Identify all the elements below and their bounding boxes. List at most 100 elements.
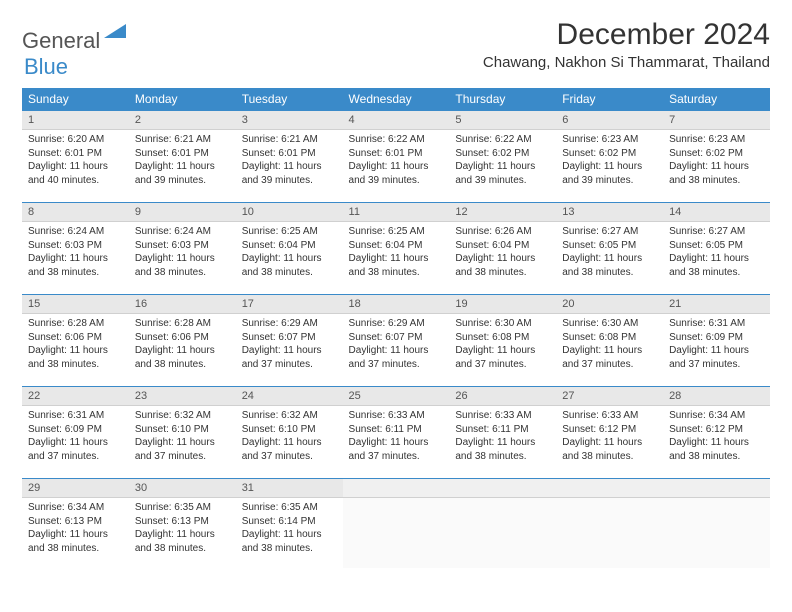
- sunrise-line: Sunrise: 6:27 AM: [562, 225, 657, 239]
- sunrise-line: Sunrise: 6:34 AM: [669, 409, 764, 423]
- daylight-line: Daylight: 11 hours and 37 minutes.: [242, 344, 337, 371]
- sunrise-line: Sunrise: 6:30 AM: [455, 317, 550, 331]
- day-body-empty: [343, 498, 450, 568]
- day-number: 3: [236, 111, 343, 130]
- calendar-day-cell: 9Sunrise: 6:24 AMSunset: 6:03 PMDaylight…: [129, 203, 236, 295]
- day-number: 16: [129, 295, 236, 314]
- daylight-line: Daylight: 11 hours and 37 minutes.: [349, 344, 444, 371]
- day-body: Sunrise: 6:35 AMSunset: 6:13 PMDaylight:…: [129, 498, 236, 561]
- daylight-line: Daylight: 11 hours and 38 minutes.: [669, 160, 764, 187]
- calendar-day-cell: 22Sunrise: 6:31 AMSunset: 6:09 PMDayligh…: [22, 387, 129, 479]
- day-body: Sunrise: 6:33 AMSunset: 6:11 PMDaylight:…: [449, 406, 556, 469]
- logo-text-1: General: [22, 28, 100, 53]
- day-number: 15: [22, 295, 129, 314]
- day-body: Sunrise: 6:28 AMSunset: 6:06 PMDaylight:…: [22, 314, 129, 377]
- calendar-day-cell: [343, 479, 450, 571]
- calendar-day-cell: 15Sunrise: 6:28 AMSunset: 6:06 PMDayligh…: [22, 295, 129, 387]
- sunset-line: Sunset: 6:04 PM: [455, 239, 550, 253]
- day-body: Sunrise: 6:34 AMSunset: 6:13 PMDaylight:…: [22, 498, 129, 561]
- sunrise-line: Sunrise: 6:30 AM: [562, 317, 657, 331]
- sunset-line: Sunset: 6:01 PM: [135, 147, 230, 161]
- sunset-line: Sunset: 6:13 PM: [28, 515, 123, 529]
- calendar-table: SundayMondayTuesdayWednesdayThursdayFrid…: [22, 88, 770, 571]
- sunrise-line: Sunrise: 6:26 AM: [455, 225, 550, 239]
- calendar-day-cell: 1Sunrise: 6:20 AMSunset: 6:01 PMDaylight…: [22, 111, 129, 203]
- calendar-day-cell: 20Sunrise: 6:30 AMSunset: 6:08 PMDayligh…: [556, 295, 663, 387]
- day-body: Sunrise: 6:29 AMSunset: 6:07 PMDaylight:…: [343, 314, 450, 377]
- logo-text-2: Blue: [24, 54, 68, 79]
- sunset-line: Sunset: 6:02 PM: [669, 147, 764, 161]
- sunrise-line: Sunrise: 6:22 AM: [349, 133, 444, 147]
- location-text: Chawang, Nakhon Si Thammarat, Thailand: [483, 54, 770, 71]
- calendar-day-cell: 19Sunrise: 6:30 AMSunset: 6:08 PMDayligh…: [449, 295, 556, 387]
- calendar-day-cell: [556, 479, 663, 571]
- calendar-day-cell: 31Sunrise: 6:35 AMSunset: 6:14 PMDayligh…: [236, 479, 343, 571]
- sunset-line: Sunset: 6:04 PM: [349, 239, 444, 253]
- sunrise-line: Sunrise: 6:22 AM: [455, 133, 550, 147]
- day-body: Sunrise: 6:27 AMSunset: 6:05 PMDaylight:…: [663, 222, 770, 285]
- sunset-line: Sunset: 6:02 PM: [455, 147, 550, 161]
- sunrise-line: Sunrise: 6:25 AM: [242, 225, 337, 239]
- sunset-line: Sunset: 6:09 PM: [28, 423, 123, 437]
- sunset-line: Sunset: 6:04 PM: [242, 239, 337, 253]
- day-number: 30: [129, 479, 236, 498]
- day-body: Sunrise: 6:29 AMSunset: 6:07 PMDaylight:…: [236, 314, 343, 377]
- day-number: 28: [663, 387, 770, 406]
- day-body: Sunrise: 6:34 AMSunset: 6:12 PMDaylight:…: [663, 406, 770, 469]
- sunset-line: Sunset: 6:07 PM: [242, 331, 337, 345]
- day-number: 21: [663, 295, 770, 314]
- daylight-line: Daylight: 11 hours and 38 minutes.: [242, 252, 337, 279]
- sunset-line: Sunset: 6:01 PM: [28, 147, 123, 161]
- sunrise-line: Sunrise: 6:27 AM: [669, 225, 764, 239]
- day-body: Sunrise: 6:25 AMSunset: 6:04 PMDaylight:…: [343, 222, 450, 285]
- daylight-line: Daylight: 11 hours and 38 minutes.: [135, 528, 230, 555]
- sunset-line: Sunset: 6:01 PM: [242, 147, 337, 161]
- daylight-line: Daylight: 11 hours and 38 minutes.: [28, 344, 123, 371]
- month-title: December 2024: [483, 18, 770, 52]
- daylight-line: Daylight: 11 hours and 39 minutes.: [455, 160, 550, 187]
- daylight-line: Daylight: 11 hours and 37 minutes.: [242, 436, 337, 463]
- sunrise-line: Sunrise: 6:31 AM: [28, 409, 123, 423]
- calendar-day-cell: 25Sunrise: 6:33 AMSunset: 6:11 PMDayligh…: [343, 387, 450, 479]
- daylight-line: Daylight: 11 hours and 37 minutes.: [562, 344, 657, 371]
- day-number: 11: [343, 203, 450, 222]
- daylight-line: Daylight: 11 hours and 37 minutes.: [455, 344, 550, 371]
- day-body: Sunrise: 6:22 AMSunset: 6:01 PMDaylight:…: [343, 130, 450, 193]
- sunset-line: Sunset: 6:06 PM: [28, 331, 123, 345]
- calendar-day-cell: [663, 479, 770, 571]
- day-body-empty: [556, 498, 663, 568]
- sunrise-line: Sunrise: 6:28 AM: [135, 317, 230, 331]
- daylight-line: Daylight: 11 hours and 37 minutes.: [28, 436, 123, 463]
- calendar-day-cell: 24Sunrise: 6:32 AMSunset: 6:10 PMDayligh…: [236, 387, 343, 479]
- day-body: Sunrise: 6:20 AMSunset: 6:01 PMDaylight:…: [22, 130, 129, 193]
- calendar-day-cell: 13Sunrise: 6:27 AMSunset: 6:05 PMDayligh…: [556, 203, 663, 295]
- daylight-line: Daylight: 11 hours and 38 minutes.: [28, 528, 123, 555]
- day-number: 24: [236, 387, 343, 406]
- day-number-empty: [556, 479, 663, 498]
- day-body: Sunrise: 6:26 AMSunset: 6:04 PMDaylight:…: [449, 222, 556, 285]
- daylight-line: Daylight: 11 hours and 39 minutes.: [562, 160, 657, 187]
- calendar-week-row: 29Sunrise: 6:34 AMSunset: 6:13 PMDayligh…: [22, 479, 770, 571]
- sunrise-line: Sunrise: 6:34 AM: [28, 501, 123, 515]
- calendar-day-cell: 30Sunrise: 6:35 AMSunset: 6:13 PMDayligh…: [129, 479, 236, 571]
- day-body: Sunrise: 6:31 AMSunset: 6:09 PMDaylight:…: [663, 314, 770, 377]
- sunrise-line: Sunrise: 6:23 AM: [562, 133, 657, 147]
- sunrise-line: Sunrise: 6:29 AM: [242, 317, 337, 331]
- daylight-line: Daylight: 11 hours and 38 minutes.: [135, 252, 230, 279]
- sunset-line: Sunset: 6:02 PM: [562, 147, 657, 161]
- day-body: Sunrise: 6:24 AMSunset: 6:03 PMDaylight:…: [22, 222, 129, 285]
- day-number: 12: [449, 203, 556, 222]
- calendar-day-cell: 18Sunrise: 6:29 AMSunset: 6:07 PMDayligh…: [343, 295, 450, 387]
- daylight-line: Daylight: 11 hours and 38 minutes.: [135, 344, 230, 371]
- daylight-line: Daylight: 11 hours and 38 minutes.: [349, 252, 444, 279]
- sunset-line: Sunset: 6:10 PM: [242, 423, 337, 437]
- day-body: Sunrise: 6:32 AMSunset: 6:10 PMDaylight:…: [236, 406, 343, 469]
- calendar-day-cell: 14Sunrise: 6:27 AMSunset: 6:05 PMDayligh…: [663, 203, 770, 295]
- day-body: Sunrise: 6:24 AMSunset: 6:03 PMDaylight:…: [129, 222, 236, 285]
- day-number: 13: [556, 203, 663, 222]
- daylight-line: Daylight: 11 hours and 38 minutes.: [669, 252, 764, 279]
- sunset-line: Sunset: 6:03 PM: [135, 239, 230, 253]
- sunset-line: Sunset: 6:08 PM: [455, 331, 550, 345]
- day-number: 27: [556, 387, 663, 406]
- calendar-day-cell: 5Sunrise: 6:22 AMSunset: 6:02 PMDaylight…: [449, 111, 556, 203]
